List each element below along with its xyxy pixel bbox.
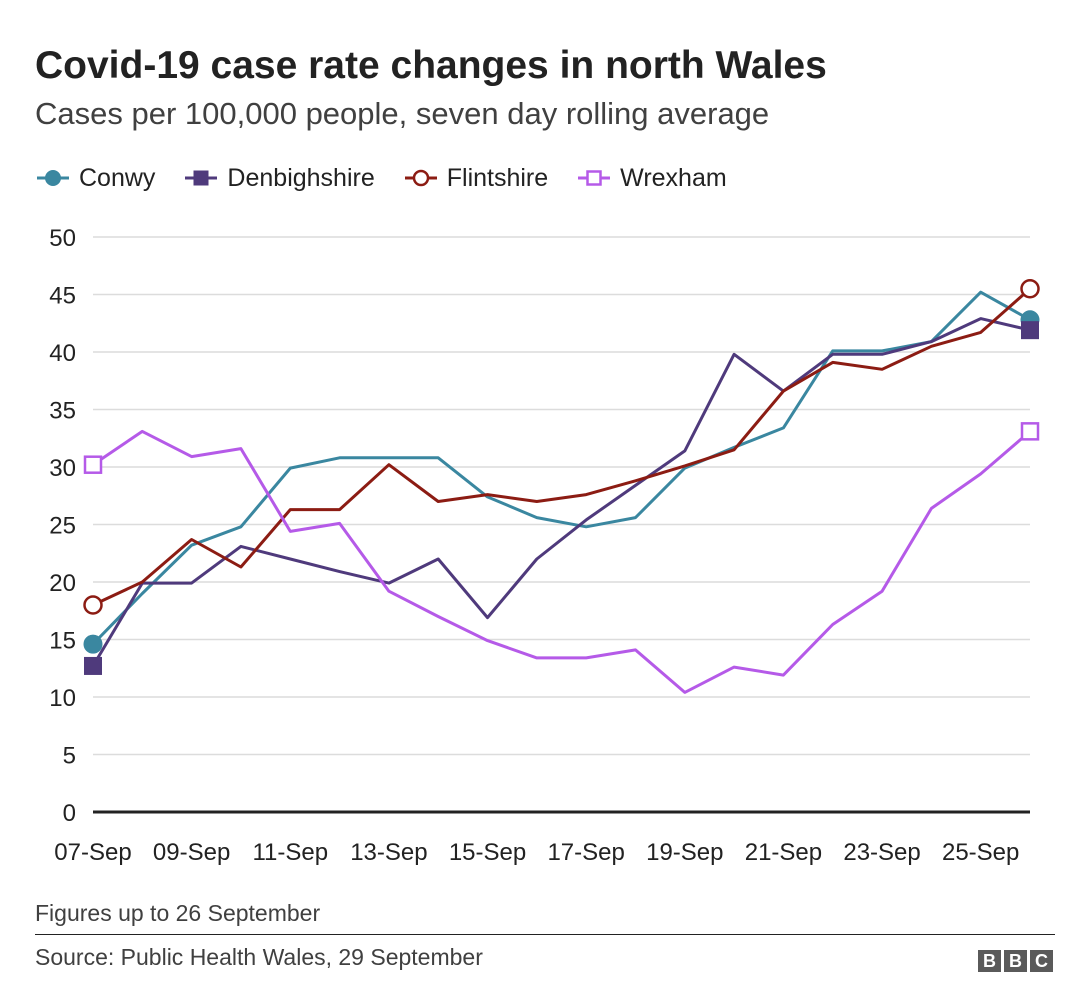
x-tick-label: 13-Sep bbox=[350, 839, 427, 866]
legend-swatch-icon bbox=[578, 170, 611, 186]
bbc-logo: B B C bbox=[978, 950, 1053, 972]
legend-item-denbighshire: Denbighshire bbox=[183, 163, 375, 193]
x-tick-label: 15-Sep bbox=[449, 839, 526, 866]
x-tick-label: 07-Sep bbox=[54, 839, 131, 866]
x-tick-label: 25-Sep bbox=[942, 839, 1019, 866]
legend-label: Conwy bbox=[79, 163, 156, 192]
legend-label: Denbighshire bbox=[227, 163, 375, 192]
series-end-markers bbox=[83, 279, 1040, 675]
legend-marker-icon bbox=[412, 169, 429, 187]
series-line-wrexham bbox=[91, 429, 1032, 694]
x-axis-tick-labels: 07-Sep 09-Sep 11-Sep 13-Sep 15-Sep 17-Sep 19-S… bbox=[54, 839, 1019, 866]
y-tick-label: 20 bbox=[49, 570, 76, 597]
series-marker-wrexham bbox=[83, 455, 103, 474]
legend-marker-icon bbox=[193, 170, 209, 186]
bbc-logo-letter: B bbox=[1004, 950, 1027, 972]
x-tick-label: 09-Sep bbox=[153, 839, 230, 866]
y-tick-label: 50 bbox=[49, 225, 76, 252]
footer-divider bbox=[35, 934, 1055, 935]
chart-title: Covid-19 case rate changes in north Wale… bbox=[35, 44, 827, 87]
x-tick-label: 11-Sep bbox=[252, 839, 328, 866]
y-tick-label: 5 bbox=[63, 743, 76, 770]
chart-legend: Conwy Denbighshire Flintshire Wrexham bbox=[35, 160, 755, 196]
legend-label: Wrexham bbox=[620, 163, 727, 192]
legend-swatch-icon bbox=[185, 170, 218, 186]
legend-marker-icon bbox=[45, 170, 61, 186]
bbc-logo-letter: B bbox=[978, 950, 1001, 972]
y-tick-label: 45 bbox=[49, 283, 76, 310]
y-tick-label: 25 bbox=[49, 513, 76, 540]
legend-label: Flintshire bbox=[446, 163, 549, 192]
legend-item-flintshire: Flintshire bbox=[403, 164, 548, 193]
series-marker-flintshire bbox=[1020, 279, 1040, 299]
y-tick-label: 10 bbox=[49, 685, 76, 712]
chart-subtitle: Cases per 100,000 people, seven day roll… bbox=[35, 96, 770, 131]
y-axis-tick-labels: 0 5 10 15 20 25 30 35 40 45 50 bbox=[49, 225, 76, 827]
x-tick-label: 23-Sep bbox=[843, 839, 920, 866]
series-marker-denbighshire bbox=[84, 656, 102, 675]
series-line-denbighshire bbox=[91, 317, 1032, 668]
source-note: Source: Public Health Wales, 29 Septembe… bbox=[35, 944, 483, 970]
series-line-conwy bbox=[91, 290, 1032, 646]
series-line-flintshire bbox=[91, 287, 1032, 607]
y-tick-label: 0 bbox=[63, 800, 76, 827]
legend-item-wrexham: Wrexham bbox=[576, 164, 727, 193]
x-tick-label: 17-Sep bbox=[547, 839, 624, 866]
y-tick-label: 15 bbox=[49, 628, 76, 655]
grid-lines bbox=[93, 236, 1030, 814]
legend-item-conwy: Conwy bbox=[35, 164, 155, 193]
x-tick-label: 21-Sep bbox=[745, 839, 822, 866]
series-lines bbox=[91, 287, 1032, 694]
footnote: Figures up to 26 September bbox=[35, 900, 321, 926]
y-tick-label: 40 bbox=[49, 340, 76, 367]
series-marker-conwy bbox=[83, 634, 103, 654]
legend-swatch-icon bbox=[37, 170, 69, 186]
bbc-logo-letter: C bbox=[1030, 950, 1053, 972]
y-tick-label: 30 bbox=[49, 455, 76, 482]
x-tick-label: 19-Sep bbox=[646, 839, 723, 866]
y-tick-label: 35 bbox=[49, 398, 76, 425]
legend-marker-icon bbox=[586, 170, 602, 186]
series-marker-denbighshire bbox=[1021, 321, 1039, 340]
legend-swatch-icon bbox=[404, 169, 437, 187]
series-marker-flintshire bbox=[83, 595, 103, 615]
series-marker-wrexham bbox=[1020, 422, 1040, 441]
